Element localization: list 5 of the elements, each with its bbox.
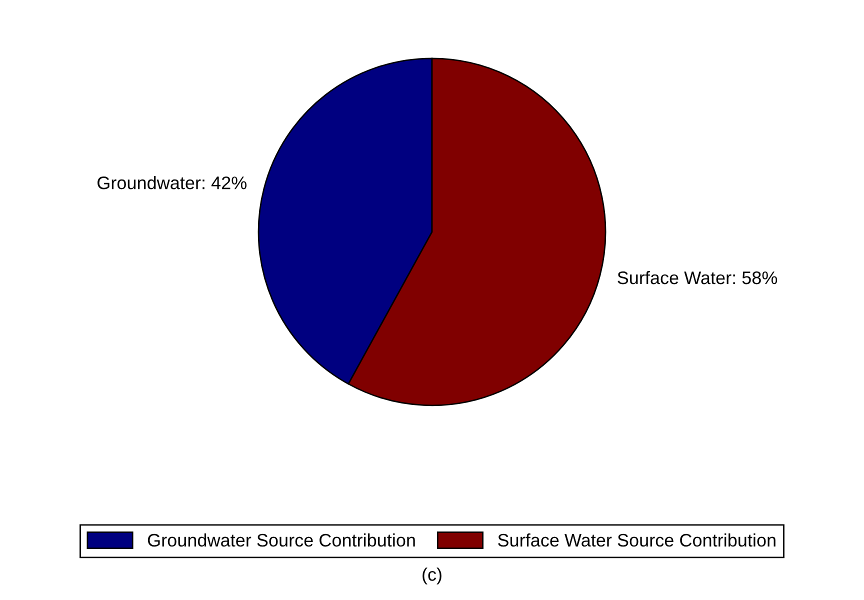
legend-label: Groundwater Source Contribution [148, 533, 415, 547]
data-label: Groundwater: 42% [98, 176, 247, 190]
data-label: Surface Water: 58% [618, 270, 778, 284]
legend-label: Surface Water Source Contribution [498, 533, 776, 547]
text: (c) [422, 568, 442, 584]
